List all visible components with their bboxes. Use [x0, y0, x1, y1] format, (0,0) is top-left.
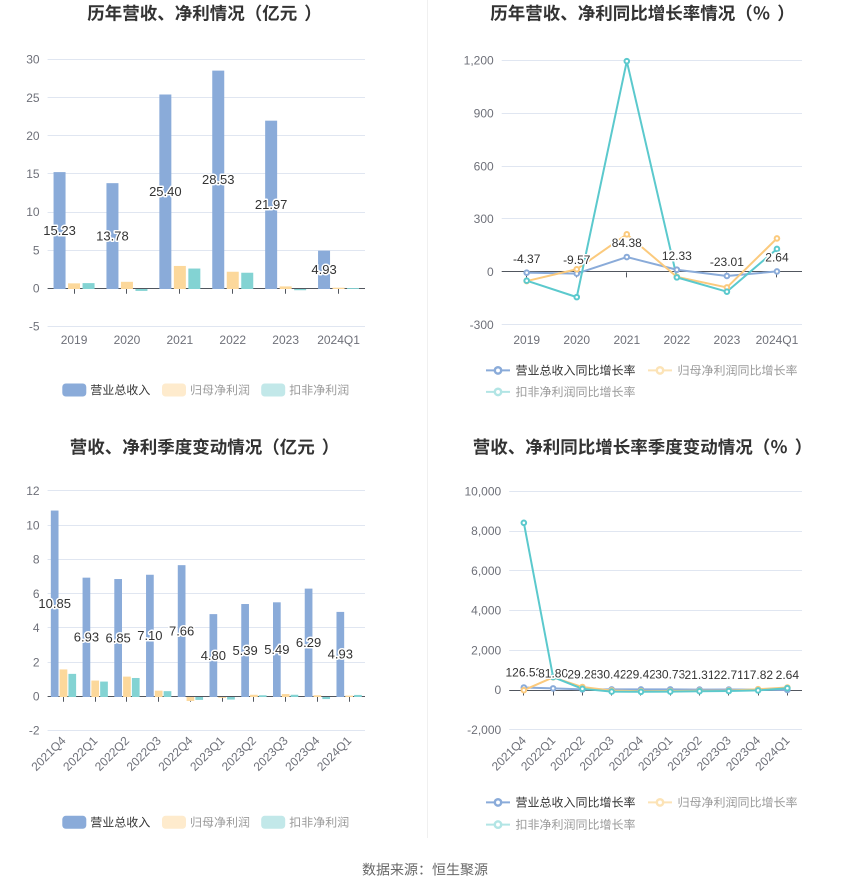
svg-text:5.49: 5.49: [264, 642, 289, 657]
svg-text:13.78: 13.78: [96, 228, 129, 243]
svg-text:-9.57: -9.57: [563, 253, 591, 267]
svg-text:7.10: 7.10: [137, 628, 162, 643]
svg-text:30.73: 30.73: [655, 668, 685, 682]
svg-text:17.82: 17.82: [743, 668, 773, 682]
svg-text:28.53: 28.53: [202, 172, 235, 187]
svg-text:126.53: 126.53: [505, 666, 542, 680]
svg-text:900: 900: [474, 106, 494, 120]
svg-text:29.42: 29.42: [626, 668, 656, 682]
svg-text:10,000: 10,000: [464, 484, 501, 498]
svg-text:25.40: 25.40: [149, 184, 182, 199]
svg-text:6.93: 6.93: [74, 630, 99, 645]
svg-text:21.31: 21.31: [685, 668, 715, 682]
svg-text:0: 0: [33, 282, 40, 296]
svg-text:2023: 2023: [272, 333, 299, 347]
svg-text:25: 25: [26, 91, 40, 105]
svg-text:15: 15: [26, 167, 40, 181]
svg-text:2020: 2020: [114, 333, 141, 347]
svg-text:2,000: 2,000: [471, 643, 501, 657]
svg-text:15.23: 15.23: [43, 223, 76, 238]
svg-text:4,000: 4,000: [471, 604, 501, 618]
svg-text:2021: 2021: [613, 333, 640, 347]
svg-text:2023: 2023: [714, 333, 741, 347]
svg-text:-2,000: -2,000: [467, 723, 501, 737]
svg-text:0: 0: [33, 690, 40, 704]
svg-text:8,000: 8,000: [471, 524, 501, 538]
svg-text:6,000: 6,000: [471, 564, 501, 578]
svg-text:-23.01: -23.01: [710, 255, 744, 269]
svg-text:-5: -5: [29, 320, 40, 334]
svg-text:2.64: 2.64: [765, 251, 789, 265]
svg-text:2022: 2022: [663, 333, 690, 347]
svg-text:20: 20: [26, 129, 40, 143]
svg-text:4: 4: [33, 621, 40, 635]
svg-text:300: 300: [474, 212, 494, 226]
svg-text:2020: 2020: [563, 333, 590, 347]
svg-text:600: 600: [474, 159, 494, 173]
svg-text:2019: 2019: [513, 333, 540, 347]
svg-text:2024Q1: 2024Q1: [317, 333, 360, 347]
svg-text:6.85: 6.85: [105, 630, 130, 645]
svg-text:4.93: 4.93: [311, 262, 336, 277]
svg-text:29.28: 29.28: [567, 668, 597, 682]
svg-text:7.66: 7.66: [169, 623, 194, 638]
svg-text:5.39: 5.39: [232, 643, 257, 658]
svg-text:81.80: 81.80: [538, 667, 568, 681]
svg-text:6.29: 6.29: [296, 635, 321, 650]
svg-text:-4.37: -4.37: [513, 252, 541, 266]
svg-text:12: 12: [26, 484, 40, 498]
svg-text:8: 8: [33, 553, 40, 567]
svg-text:10: 10: [26, 518, 40, 532]
svg-text:30: 30: [26, 53, 40, 67]
svg-text:-2: -2: [29, 724, 40, 738]
svg-text:10.85: 10.85: [38, 596, 71, 611]
svg-text:21.97: 21.97: [255, 197, 288, 212]
svg-text:5: 5: [33, 243, 40, 257]
svg-text:12.33: 12.33: [662, 249, 692, 263]
svg-text:0: 0: [487, 265, 494, 279]
svg-text:4.93: 4.93: [328, 647, 353, 662]
svg-text:30.42: 30.42: [597, 668, 627, 682]
svg-text:4.80: 4.80: [201, 648, 226, 663]
svg-text:22.71: 22.71: [714, 668, 744, 682]
svg-text:2.64: 2.64: [776, 668, 800, 682]
svg-text:2022: 2022: [219, 333, 246, 347]
svg-text:10: 10: [26, 205, 40, 219]
svg-text:84.38: 84.38: [612, 236, 642, 250]
svg-text:2024Q1: 2024Q1: [756, 333, 799, 347]
svg-text:6: 6: [33, 587, 40, 601]
svg-text:1,200: 1,200: [464, 54, 494, 68]
svg-text:2: 2: [33, 655, 40, 669]
svg-text:2021: 2021: [166, 333, 193, 347]
svg-text:-300: -300: [470, 318, 494, 332]
svg-text:2019: 2019: [61, 333, 88, 347]
svg-text:0: 0: [495, 683, 502, 697]
